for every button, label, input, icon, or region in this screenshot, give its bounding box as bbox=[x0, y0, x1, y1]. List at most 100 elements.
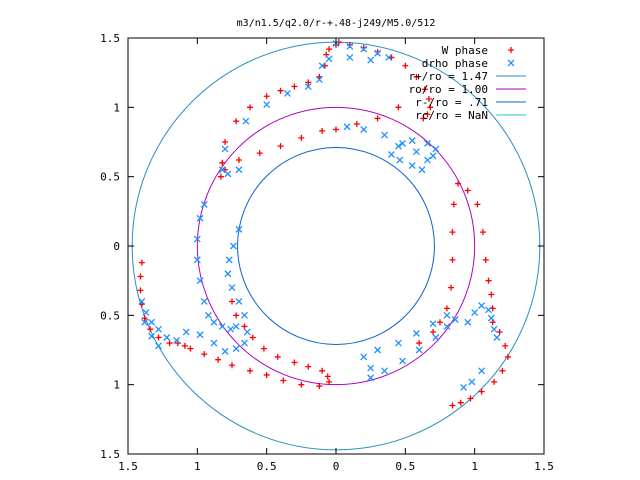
w-phase-point bbox=[319, 127, 326, 134]
w-phase-point bbox=[260, 345, 267, 352]
drho-phase-point bbox=[468, 378, 476, 386]
drho-phase-point bbox=[173, 336, 180, 344]
w-phase-point bbox=[319, 367, 326, 374]
w-phase-point bbox=[424, 111, 431, 118]
drho-phase-point bbox=[478, 302, 486, 310]
w-phase-point bbox=[233, 118, 240, 125]
legend-label: drho phase bbox=[422, 57, 488, 70]
drho-phase-point bbox=[235, 225, 243, 233]
y-tick-label: 1.5 bbox=[100, 448, 120, 461]
drho-phase-point bbox=[284, 90, 291, 97]
drho-phase-point bbox=[218, 166, 226, 174]
drho-phase-point bbox=[193, 256, 201, 264]
drho-phase-point bbox=[478, 367, 486, 375]
w-phase-point bbox=[181, 342, 188, 349]
w-phase-point bbox=[467, 395, 474, 402]
drho-phase-point bbox=[304, 83, 312, 90]
drho-phase-point bbox=[148, 318, 156, 326]
drho-phase-point bbox=[142, 309, 150, 317]
drho-phase-point bbox=[193, 235, 201, 243]
w-phase-point bbox=[263, 93, 270, 100]
w-phase-point bbox=[256, 150, 263, 157]
drho-phase-point bbox=[232, 322, 240, 330]
w-phase-point bbox=[247, 367, 254, 374]
drho-phase-point bbox=[210, 318, 218, 326]
w-phase-point bbox=[249, 334, 256, 341]
y-tick-label: 0.5 bbox=[100, 309, 120, 322]
y-tick-label: 1 bbox=[113, 101, 120, 114]
legend-swatch bbox=[508, 47, 514, 53]
drho-phase-point bbox=[235, 298, 243, 305]
legend-swatch bbox=[507, 59, 515, 67]
drho-phase-point bbox=[429, 152, 437, 160]
x-tick-label: 0.5 bbox=[395, 460, 415, 473]
drho-phase-point bbox=[415, 346, 423, 354]
drho-phase-point bbox=[367, 374, 375, 382]
drho-phase-point bbox=[408, 137, 416, 145]
drho-phase-point bbox=[200, 298, 208, 305]
drho-phase-point bbox=[443, 311, 451, 319]
legend-label: ro/ro = 1.00 bbox=[409, 83, 488, 96]
w-phase-point bbox=[155, 334, 162, 341]
w-phase-point bbox=[374, 115, 381, 122]
drho-phase-point bbox=[485, 306, 492, 314]
drho-phase-point bbox=[490, 325, 498, 333]
drho-phase-point bbox=[360, 45, 368, 53]
drho-phase-point bbox=[374, 49, 382, 57]
drho-phase-point bbox=[396, 156, 404, 164]
w-phase-point bbox=[229, 362, 235, 369]
chart-title: m3/n1.5/q2.0/r-+.48-j249/M5.0/512 bbox=[237, 18, 436, 29]
w-phase-point bbox=[427, 104, 434, 111]
w-phase-point bbox=[137, 273, 144, 280]
drho-phase-point bbox=[224, 270, 232, 278]
w-phase-point bbox=[298, 134, 305, 141]
drho-phase-point bbox=[221, 347, 229, 355]
w-phase-point bbox=[305, 79, 312, 86]
w-phase-point bbox=[166, 340, 173, 347]
w-phase-point bbox=[449, 229, 456, 236]
drho-phase-point bbox=[424, 139, 431, 147]
drho-phase-point bbox=[346, 53, 354, 61]
drho-phase-point bbox=[325, 55, 333, 63]
w-phase-point bbox=[138, 259, 145, 266]
drho-phase-point bbox=[241, 311, 248, 319]
drho-phase-point bbox=[429, 320, 437, 328]
circle-1 bbox=[196, 106, 476, 386]
w-phase-point bbox=[449, 402, 456, 409]
drho-phase-point bbox=[163, 334, 171, 341]
drho-phase-point bbox=[493, 334, 501, 341]
drho-phase-point bbox=[346, 42, 354, 50]
drho-phase-point bbox=[241, 339, 248, 347]
drho-phase-point bbox=[418, 166, 426, 174]
w-phase-point bbox=[499, 367, 506, 374]
w-phase-point bbox=[496, 328, 503, 335]
w-phase-point bbox=[326, 378, 333, 385]
w-phase-point bbox=[247, 104, 254, 111]
w-phase-point bbox=[449, 256, 456, 263]
drho-phase-point bbox=[155, 325, 162, 333]
w-phase-point bbox=[353, 120, 360, 127]
drho-phase-point bbox=[374, 346, 382, 354]
w-phase-point bbox=[222, 139, 229, 145]
drho-phase-point bbox=[196, 277, 204, 285]
w-phase-point bbox=[479, 229, 486, 236]
w-phase-point bbox=[326, 46, 333, 53]
x-tick-label: 1.5 bbox=[534, 460, 554, 473]
drho-phase-point bbox=[228, 284, 236, 292]
w-phase-point bbox=[420, 115, 427, 122]
w-phase-point bbox=[233, 312, 240, 319]
w-phase-point bbox=[430, 328, 437, 335]
drho-phase-point bbox=[218, 322, 226, 330]
w-phase-point bbox=[324, 373, 331, 380]
drho-phase-point bbox=[224, 170, 232, 178]
w-phase-point bbox=[395, 104, 402, 111]
x-tick-label: 1.5 bbox=[118, 460, 138, 473]
legend-label: r-/ro = .71 bbox=[415, 96, 488, 109]
drho-phase-point bbox=[227, 325, 235, 333]
drho-phase-point bbox=[432, 334, 440, 341]
legend-label: W phase bbox=[442, 44, 488, 57]
w-phase-point bbox=[485, 277, 492, 284]
w-phase-point bbox=[488, 291, 495, 298]
